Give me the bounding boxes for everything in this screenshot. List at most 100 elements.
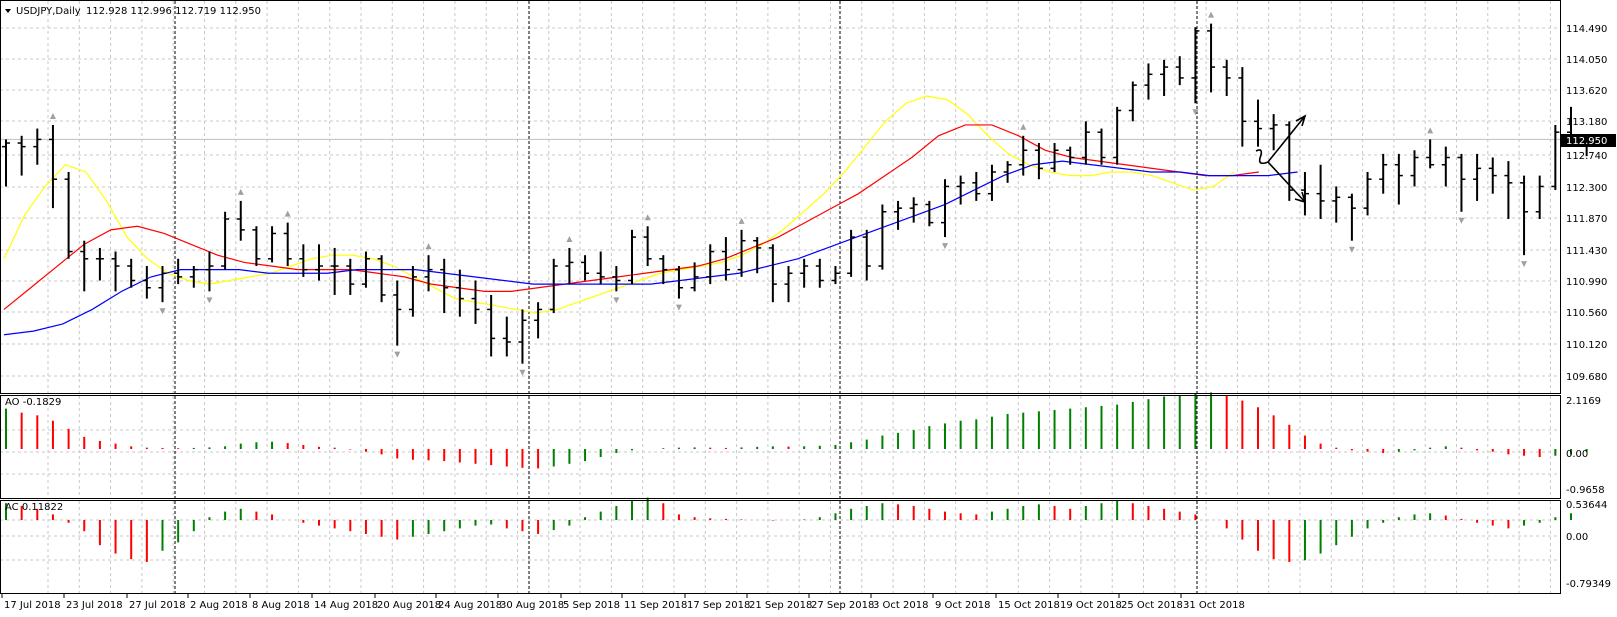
ohlc-bar bbox=[127, 258, 136, 288]
date-tick-label: 11 Sep 2018 bbox=[624, 600, 687, 611]
ohlc-bar bbox=[1441, 146, 1450, 187]
ohlc-bar bbox=[581, 255, 590, 281]
ac-indicator-label: AC 0.11822 bbox=[5, 502, 63, 513]
fractal-down-marker bbox=[942, 243, 948, 250]
ao-indicator-label: AO -0.1829 bbox=[5, 397, 61, 408]
ohlc-bar bbox=[48, 124, 57, 209]
ohlc-bar bbox=[1097, 128, 1106, 165]
ohlc-bar bbox=[1363, 171, 1372, 216]
ohlc-bar bbox=[1520, 175, 1529, 256]
grid-lines bbox=[0, 1, 1560, 593]
ohlc-bar bbox=[674, 266, 683, 299]
ohlc-bar bbox=[941, 179, 949, 238]
ohlc-bar bbox=[1394, 153, 1403, 205]
price-tick: 111.430 bbox=[1566, 246, 1607, 257]
ohlc-bar bbox=[549, 258, 558, 314]
ohlc-bar bbox=[487, 294, 496, 357]
arrow-up-icon bbox=[1255, 115, 1306, 165]
date-tick-label: 19 Oct 2018 bbox=[1060, 600, 1122, 611]
ohlc-bar bbox=[956, 175, 965, 205]
date-tick-label: 21 Sep 2018 bbox=[749, 600, 812, 611]
price-tick: 112.300 bbox=[1566, 183, 1607, 194]
ohlc-bar bbox=[252, 226, 261, 267]
ohlc-bar bbox=[1113, 106, 1122, 165]
ohlc-bar bbox=[408, 266, 417, 317]
ohlc-bar bbox=[1254, 99, 1262, 147]
date-tick-label: 24 Aug 2018 bbox=[438, 600, 502, 611]
ohlc-bar bbox=[1473, 153, 1482, 201]
ohlc-readout: 112.928 112.996 112.719 112.950 bbox=[86, 6, 261, 17]
ohlc-bar bbox=[174, 258, 183, 285]
period-separators bbox=[174, 1, 1198, 593]
ac-scale-max: 0.53644 bbox=[1566, 500, 1607, 511]
ohlc-bar bbox=[831, 266, 840, 285]
ohlc-bar bbox=[471, 280, 480, 324]
fractal-down-marker bbox=[394, 351, 401, 358]
ohlc-bar bbox=[158, 266, 167, 303]
date-tick-label: 8 Aug 2018 bbox=[252, 600, 310, 611]
ohlc-bar bbox=[299, 244, 308, 277]
ohlc-bar bbox=[1332, 186, 1341, 223]
fractal-down-marker bbox=[159, 308, 166, 315]
ohlc-bar bbox=[659, 255, 668, 285]
ma-blue-line bbox=[3, 160, 1298, 336]
ohlc-bar bbox=[909, 197, 918, 223]
ohlc-bar bbox=[1081, 121, 1090, 165]
price-scale[interactable]: 114.490 114.050 113.620 113.180 112.740 … bbox=[1561, 24, 1616, 383]
ohlc-bar bbox=[815, 258, 824, 288]
fractal-up-marker bbox=[1427, 127, 1434, 134]
ohlc-bar bbox=[268, 226, 277, 263]
date-tick-label: 31 Oct 2018 bbox=[1183, 600, 1245, 611]
date-tick-label: 27 Jul 2018 bbox=[129, 600, 186, 611]
ohlc-bar bbox=[987, 164, 996, 201]
ohlc-bar bbox=[596, 251, 605, 285]
ohlc-bar bbox=[424, 255, 433, 292]
ao-panel[interactable] bbox=[0, 395, 1560, 498]
ohlc-bar bbox=[361, 251, 370, 288]
ohlc-bar bbox=[784, 266, 793, 303]
ohlc-bar bbox=[1457, 153, 1466, 212]
triangle-down-icon bbox=[5, 9, 11, 13]
ohlc-bar bbox=[690, 262, 699, 292]
ohlc-bar bbox=[894, 200, 903, 230]
ohlc-bar bbox=[1003, 161, 1012, 183]
ohlc-bar bbox=[1238, 67, 1247, 147]
ohlc-bar bbox=[283, 222, 292, 267]
ohlc-bar bbox=[236, 200, 245, 241]
drawn-arrows bbox=[1255, 114, 1307, 204]
symbol-label: USDJPY,Daily bbox=[16, 6, 81, 17]
ohlc-bar bbox=[1144, 63, 1153, 100]
price-tick: 113.620 bbox=[1566, 86, 1607, 97]
ohlc-bar bbox=[95, 247, 104, 281]
fractal-up-marker bbox=[644, 214, 651, 221]
ohlc-bar bbox=[878, 204, 887, 270]
ao-scale-zero: 0.00 bbox=[1566, 449, 1588, 460]
ohlc-bar bbox=[721, 237, 730, 281]
ohlc-bar bbox=[1504, 161, 1513, 220]
fractal-up-marker bbox=[1020, 123, 1027, 130]
ohlc-bar bbox=[1191, 27, 1200, 104]
fractal-up-marker bbox=[237, 188, 244, 195]
date-tick-label: 3 Oct 2018 bbox=[873, 600, 928, 611]
ohlc-bar bbox=[440, 258, 449, 314]
ohlc-bar bbox=[1551, 124, 1560, 191]
date-tick-label: 23 Jul 2018 bbox=[66, 600, 123, 611]
ohlc-bar bbox=[1207, 23, 1216, 93]
fractal-up-marker bbox=[49, 112, 56, 119]
fractal-up-marker bbox=[284, 210, 291, 217]
ohlc-bar bbox=[330, 247, 339, 295]
fractal-up-marker bbox=[1208, 11, 1215, 18]
ohlc-bar bbox=[706, 244, 715, 285]
date-axis: 17 Jul 2018 23 Jul 2018 27 Jul 2018 2 Aug 2… bbox=[1, 593, 1245, 611]
price-tick: 111.870 bbox=[1566, 214, 1607, 225]
ohlc-bar bbox=[33, 128, 42, 165]
ao-histogram bbox=[5, 392, 1588, 469]
date-tick-label: 17 Jul 2018 bbox=[4, 600, 61, 611]
ac-panel[interactable] bbox=[0, 500, 1560, 593]
ohlc-bar bbox=[1535, 175, 1544, 220]
ohlc-bar bbox=[847, 229, 856, 277]
price-tick: 112.740 bbox=[1566, 151, 1607, 162]
ohlc-bar bbox=[80, 240, 89, 292]
